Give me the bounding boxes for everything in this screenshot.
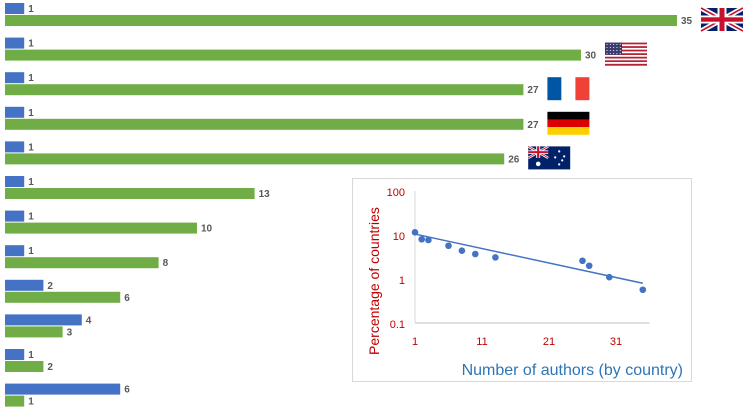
germany-flag-icon <box>547 111 590 135</box>
scatter-point <box>425 236 432 244</box>
bar-value-label: 27 <box>527 85 539 96</box>
bar-series2 <box>5 326 63 338</box>
bar-series2 <box>5 118 524 130</box>
bar-series2 <box>5 84 524 96</box>
bar-value-label: 1 <box>28 350 34 361</box>
bar-series1 <box>5 37 25 49</box>
bar-value-label: 1 <box>28 73 34 84</box>
bar-series1 <box>5 106 25 118</box>
bar-series1 <box>5 210 25 222</box>
bar-series2 <box>5 49 581 61</box>
bar-value-label: 1 <box>28 108 34 119</box>
bar-value-label: 27 <box>527 120 539 131</box>
bar-value-label: 2 <box>47 362 53 373</box>
us-flag-icon <box>605 42 647 66</box>
bar-series2 <box>5 222 197 234</box>
bar-value-label: 13 <box>259 189 271 200</box>
bar-value-label: 1 <box>28 39 34 50</box>
bar-series1 <box>5 245 25 257</box>
x-tick-label: 21 <box>543 336 555 348</box>
bar-value-label: 1 <box>28 142 34 153</box>
bar-series2 <box>5 361 44 372</box>
x-tick-label: 31 <box>610 336 622 348</box>
bar-value-label: 1 <box>28 397 34 408</box>
trendline <box>414 233 643 284</box>
x-tick-label: 1 <box>412 336 418 348</box>
bar-value-label: 1 <box>28 4 34 15</box>
scatter-point <box>579 257 586 265</box>
y-tick-label: 0.1 <box>390 319 405 331</box>
bar-value-label: 6 <box>124 385 130 396</box>
bar-value-label: 26 <box>508 154 520 165</box>
x-tick-labels: 1 11 21 31 <box>412 336 622 348</box>
y-tick-label: 100 <box>387 187 405 199</box>
y-axis-label: Percentage of countries <box>366 207 382 355</box>
bar-series1 <box>5 314 82 326</box>
y-tick-labels: 0.1 1 10 100 <box>387 187 405 331</box>
france-flag-icon <box>547 77 590 101</box>
y-tick-label: 1 <box>399 275 405 287</box>
scatter-point <box>472 250 479 258</box>
scatter-point <box>639 286 647 294</box>
scatter-point <box>606 273 613 281</box>
bar-series1 <box>5 279 44 291</box>
uk-flag-icon <box>699 5 743 34</box>
bar-value-label: 35 <box>681 16 693 27</box>
bar-series1 <box>5 176 25 187</box>
scatter-plot: Percentage of countries Number of author… <box>366 187 683 379</box>
bar-series1 <box>5 349 25 360</box>
bar-series2 <box>5 153 505 165</box>
australia-flag-icon <box>527 145 571 170</box>
bar-value-label: 2 <box>47 281 53 292</box>
bar-series2 <box>5 188 255 199</box>
bar-value-label: 1 <box>28 212 34 223</box>
bar-value-label: 10 <box>201 224 213 235</box>
bar-value-label: 6 <box>124 293 130 304</box>
bar-value-label: 30 <box>585 51 597 62</box>
bar-series1 <box>5 383 121 395</box>
log-scatter-inset: Percentage of countries Number of author… <box>352 178 692 382</box>
x-axis-label: Number of authors (by country) <box>462 362 683 379</box>
bar-value-label: 1 <box>28 246 34 257</box>
plot-axes <box>414 191 650 324</box>
bar-series1 <box>5 3 25 14</box>
x-tick-label: 11 <box>476 336 487 348</box>
scatter-point <box>458 247 466 254</box>
scatter-point <box>445 242 452 250</box>
y-tick-label: 10 <box>393 231 405 243</box>
bar-value-label: 8 <box>163 258 169 269</box>
bar-series1 <box>5 72 25 84</box>
scatter-point <box>411 229 419 236</box>
bar-value-label: 3 <box>67 327 73 338</box>
scatter-point <box>492 254 499 261</box>
bar-series2 <box>5 291 121 303</box>
scatter-point <box>585 262 593 270</box>
bar-value-label: 4 <box>86 315 92 326</box>
bar-series2 <box>5 395 25 407</box>
bar-series2 <box>5 257 159 269</box>
bar-series1 <box>5 141 25 153</box>
scatter-point <box>418 235 425 243</box>
bar-value-label: 1 <box>28 177 34 188</box>
bar-series2 <box>5 15 677 26</box>
